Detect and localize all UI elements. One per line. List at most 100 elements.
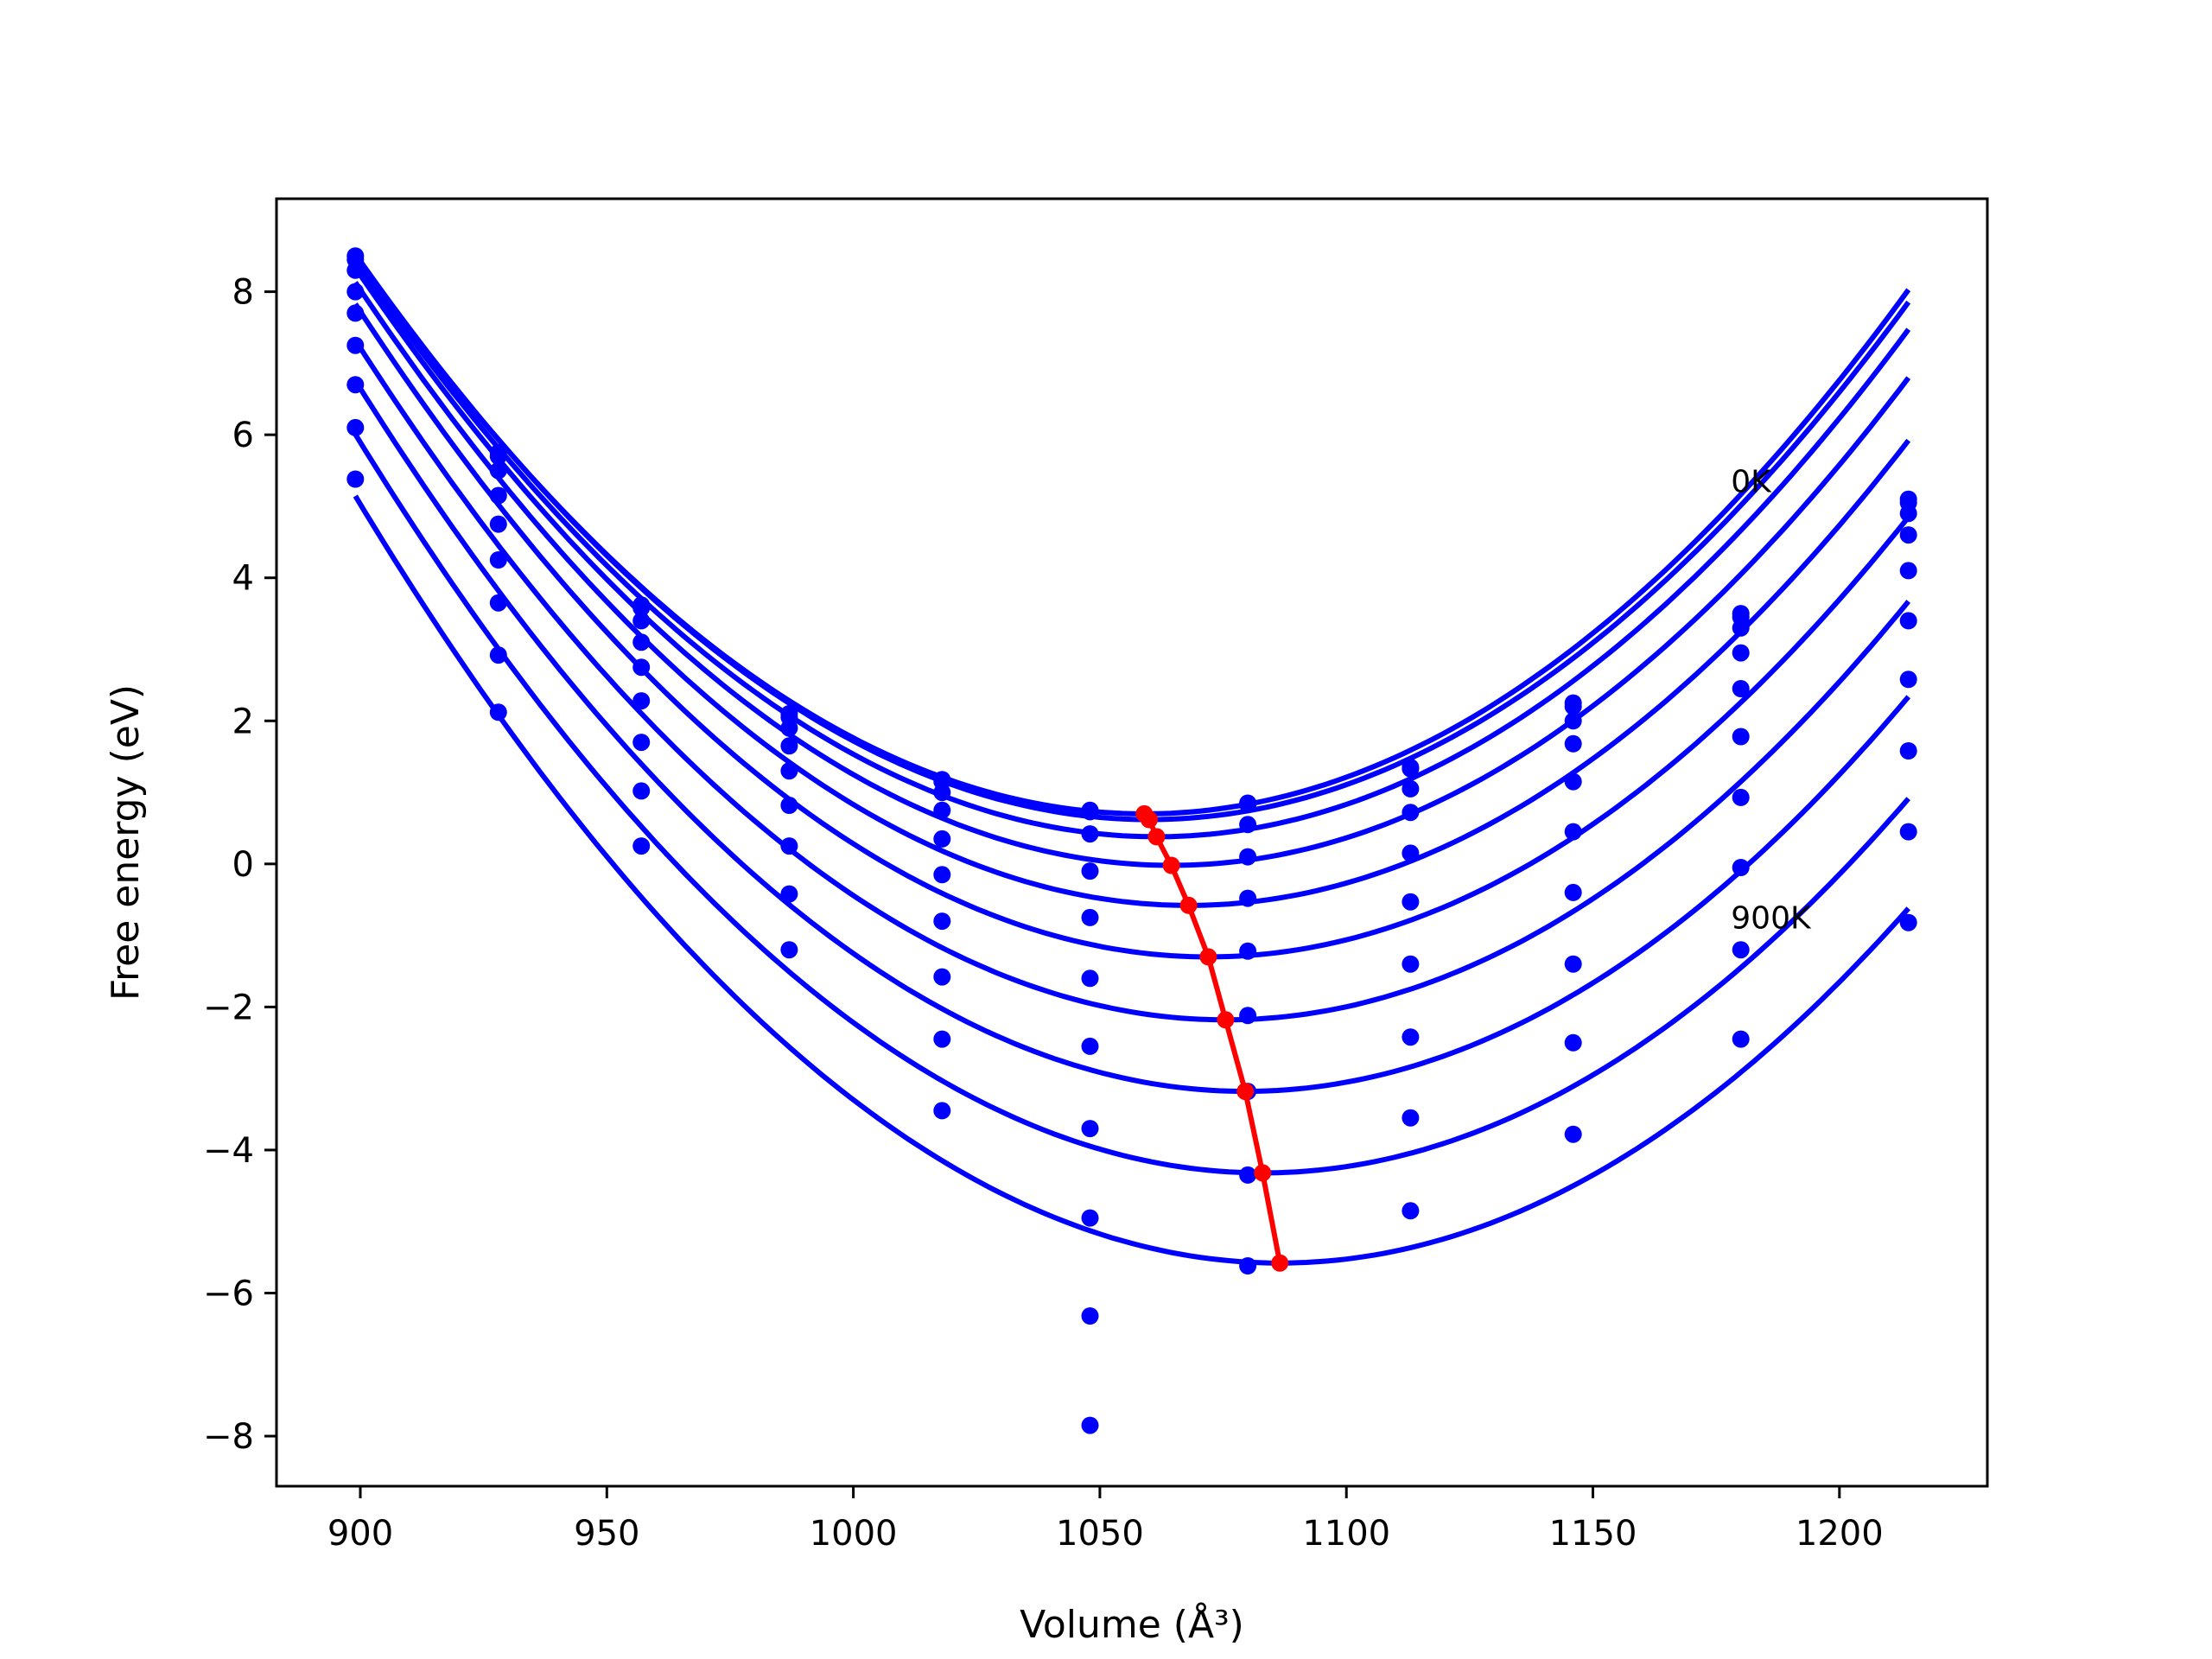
data-point [489, 551, 507, 569]
fit-curve-1 [353, 252, 1911, 823]
x-tick-label: 1200 [1796, 1514, 1884, 1554]
data-point [346, 336, 365, 354]
data-point [346, 283, 365, 301]
data-point [933, 866, 951, 884]
annotation-900k: 900K [1731, 900, 1812, 936]
y-tick-label: 6 [232, 416, 254, 455]
data-point [489, 703, 507, 721]
data-point [1402, 955, 1420, 973]
data-point [933, 1102, 951, 1120]
data-point [1564, 823, 1582, 841]
data-point [933, 830, 951, 848]
minimum-path-point [1199, 948, 1217, 966]
data-point [933, 1030, 951, 1048]
data-point [1564, 734, 1582, 753]
data-point [632, 782, 651, 800]
x-tick-label: 1050 [1056, 1514, 1144, 1554]
data-point [1899, 742, 1917, 760]
x-tick-label: 950 [574, 1514, 639, 1554]
data-point [1564, 1125, 1582, 1143]
data-point [632, 612, 651, 630]
data-point [1899, 671, 1917, 689]
data-point [1081, 969, 1099, 988]
y-tick-label: 0 [232, 845, 254, 885]
data-point [780, 941, 798, 959]
x-tick-label: 900 [327, 1514, 393, 1554]
data-point [1402, 804, 1420, 822]
data-point [346, 376, 365, 394]
data-point [489, 594, 507, 612]
annotations-layer: 0K 900K [1731, 464, 1812, 936]
annotation-0k: 0K [1731, 464, 1772, 499]
data-point [1081, 1037, 1099, 1055]
data-point [489, 448, 507, 465]
y-tick-label: −4 [203, 1131, 254, 1171]
data-point [1564, 955, 1582, 973]
data-point [1239, 1007, 1257, 1025]
fit-curve-7 [353, 378, 1910, 1095]
minimum-path-point [1162, 856, 1180, 874]
minimum-path-line [1142, 811, 1283, 1264]
x-tick-label: 1100 [1302, 1514, 1390, 1554]
data-point [1081, 825, 1099, 843]
data-point [1402, 779, 1420, 798]
minimum-path-point [1217, 1011, 1235, 1029]
data-point [1239, 1166, 1257, 1184]
axes-frame [275, 197, 1989, 1488]
fit-curve-5 [353, 302, 1911, 960]
data-point [346, 304, 365, 322]
data-point [1402, 1028, 1420, 1046]
data-point [489, 486, 507, 505]
data-point [632, 633, 651, 652]
data-point [1239, 942, 1257, 960]
minimum-path-point [1147, 828, 1166, 846]
data-point [1402, 760, 1420, 778]
data-point [1732, 619, 1750, 637]
data-point [1081, 1120, 1099, 1138]
data-point [1081, 1307, 1099, 1325]
data-point [1239, 816, 1257, 834]
data-point [1239, 796, 1257, 814]
minimum-path-point [1236, 1083, 1255, 1101]
data-point [1899, 823, 1917, 841]
data-point [632, 658, 651, 677]
data-point [933, 784, 951, 802]
data-point [1564, 883, 1582, 901]
data-point [1402, 844, 1420, 862]
data-point [1402, 893, 1420, 911]
fit-curve-9 [353, 494, 1910, 1266]
data-point [1402, 1109, 1420, 1127]
data-point [933, 912, 951, 931]
data-point [1239, 889, 1257, 907]
data-point [1732, 859, 1750, 876]
data-point [1732, 1030, 1750, 1048]
data-point [489, 515, 507, 533]
data-point [933, 968, 951, 986]
fit-curve-6 [353, 339, 1911, 1023]
data-point [1081, 908, 1099, 926]
data-point [632, 837, 651, 855]
data-point [1239, 848, 1257, 866]
data-point [346, 261, 365, 279]
data-point [1899, 913, 1917, 931]
data-point [1564, 772, 1582, 791]
fit-curve-8 [353, 433, 1910, 1176]
fit-curve-4 [353, 281, 1911, 908]
data-point [780, 797, 798, 814]
y-tick-label: 4 [232, 559, 254, 599]
data-point [1081, 803, 1099, 821]
plot-layer [346, 247, 1917, 1434]
data-point [1732, 728, 1750, 746]
data-point [1402, 1202, 1420, 1220]
x-axis-label: Volume (Å³) [1020, 1601, 1244, 1647]
data-point [780, 719, 798, 737]
y-axis-label: Free energy (eV) [104, 684, 148, 1001]
data-point [780, 762, 798, 780]
data-point [1732, 680, 1750, 697]
minimum-path-point [1271, 1254, 1289, 1272]
data-point [489, 461, 507, 480]
fit-curve-3 [353, 266, 1911, 868]
minimum-path-point [1254, 1164, 1272, 1182]
data-point [1732, 941, 1750, 959]
